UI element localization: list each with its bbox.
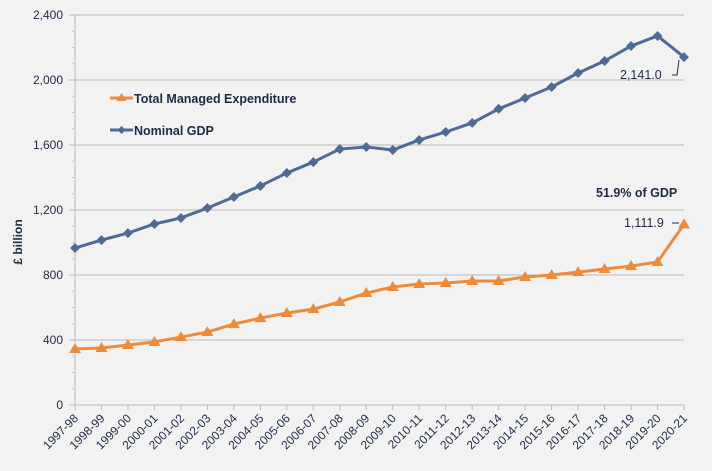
data-point-diamond <box>520 93 531 104</box>
data-point-triangle <box>625 260 638 271</box>
legend-item-tme[interactable]: Total Managed Expenditure <box>110 92 296 106</box>
data-point-triangle <box>386 281 399 292</box>
triangle-marker-icon <box>116 93 127 101</box>
y-tick-label: 1,200 <box>33 203 63 217</box>
data-point-triangle <box>651 256 664 266</box>
y-tick-label: 1,600 <box>33 138 63 152</box>
data-point-diamond <box>281 167 292 178</box>
data-point-triangle <box>280 307 293 318</box>
series-layer <box>69 30 690 353</box>
data-point-diamond <box>573 68 584 79</box>
share-of-gdp-note: 51.9% of GDP <box>596 186 677 200</box>
y-tick-label: 2,400 <box>33 8 63 22</box>
data-point-triangle <box>492 275 505 286</box>
data-point-triangle <box>413 277 426 288</box>
data-point-diamond <box>440 127 451 137</box>
data-point-diamond <box>334 144 345 155</box>
data-point-triangle <box>466 275 479 286</box>
legend-label-tme: Total Managed Expenditure <box>134 92 296 106</box>
series-gdp <box>70 30 689 254</box>
legend: Total Managed Expenditure Nominal GDP <box>110 92 296 138</box>
data-point-diamond <box>122 228 133 239</box>
data-point-diamond <box>679 52 689 63</box>
legend-label-gdp: Nominal GDP <box>134 124 214 138</box>
data-point-diamond <box>546 81 557 92</box>
data-point-triangle <box>519 270 532 281</box>
data-point-diamond <box>70 243 80 254</box>
series-line <box>74 34 685 250</box>
data-point-diamond <box>228 192 239 202</box>
gdp-label-leader <box>672 59 680 76</box>
data-point-triangle <box>121 339 134 350</box>
data-point-triangle <box>254 312 267 323</box>
data-point-triangle <box>307 303 320 314</box>
annotations: 2,141.0 1,111.9 51.9% of GDP <box>596 59 680 230</box>
data-point-triangle <box>148 335 161 346</box>
data-point-diamond <box>652 30 663 41</box>
data-point-diamond <box>414 134 425 145</box>
gridlines <box>75 14 684 341</box>
y-tick-label: 800 <box>43 268 63 282</box>
data-point-triangle <box>545 269 558 279</box>
data-point-triangle <box>598 262 611 273</box>
data-point-triangle <box>333 295 346 306</box>
data-point-diamond <box>361 141 372 152</box>
data-point-triangle <box>201 326 214 337</box>
data-point-diamond <box>96 235 107 246</box>
legend-item-gdp[interactable]: Nominal GDP <box>110 124 214 138</box>
data-point-triangle <box>572 266 585 277</box>
data-point-diamond <box>599 55 610 66</box>
data-point-triangle <box>439 276 452 287</box>
gdp-last-value-label: 2,141.0 <box>620 68 662 82</box>
data-point-triangle <box>69 342 81 353</box>
y-axis-ticks: 0 400 800 1,200 1,600 2,000 2,400 <box>33 8 75 412</box>
data-point-diamond <box>493 103 504 114</box>
y-tick-label: 400 <box>43 333 63 347</box>
data-point-diamond <box>626 41 637 52</box>
data-point-diamond <box>149 218 160 229</box>
data-point-diamond <box>467 117 478 128</box>
series-line <box>74 223 686 351</box>
data-point-diamond <box>387 145 398 156</box>
y-tick-label: 0 <box>56 398 63 412</box>
data-point-triangle <box>174 331 187 342</box>
data-point-triangle <box>227 318 240 329</box>
y-axis-title: £ billion <box>11 219 25 264</box>
diamond-marker-icon <box>117 126 126 134</box>
data-point-triangle <box>360 287 373 298</box>
data-point-diamond <box>175 212 186 223</box>
data-point-diamond <box>308 157 319 168</box>
data-point-diamond <box>255 180 266 191</box>
y-tick-label: 2,000 <box>33 73 63 87</box>
tme-last-value-label: 1,111.9 <box>624 216 664 230</box>
data-point-diamond <box>202 203 213 214</box>
data-point-triangle <box>678 218 690 229</box>
x-axis-ticks: 1997-981998-991999-002000-012001-022002-… <box>40 405 690 452</box>
series-tme <box>69 218 690 353</box>
data-point-triangle <box>95 341 108 352</box>
